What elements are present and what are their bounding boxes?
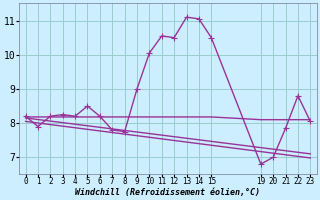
X-axis label: Windchill (Refroidissement éolien,°C): Windchill (Refroidissement éolien,°C) xyxy=(76,188,260,197)
